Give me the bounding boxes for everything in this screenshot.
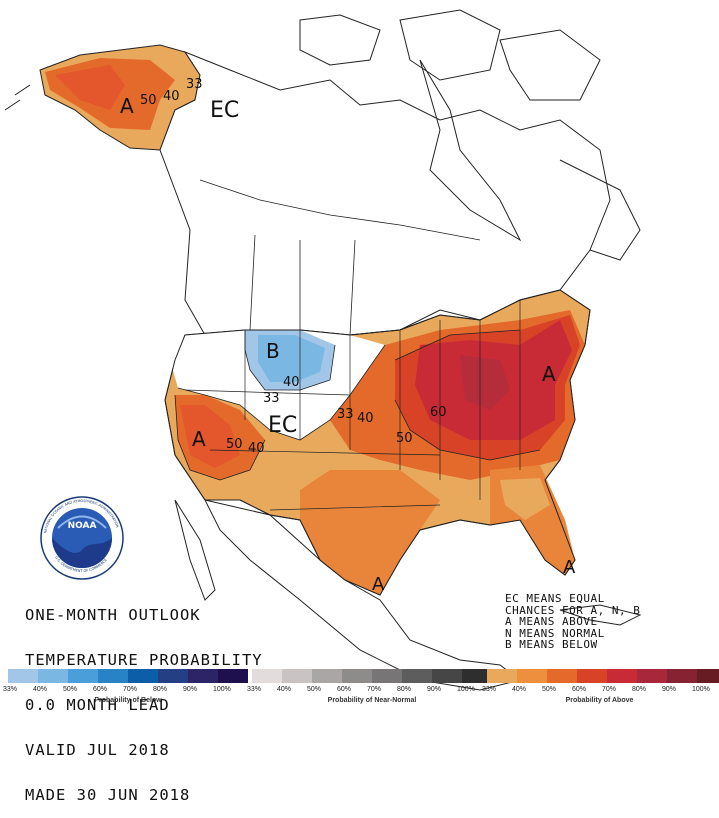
- legend-above-swatch: [667, 669, 697, 683]
- legend-above-swatch: [637, 669, 667, 683]
- contour-50-plains: 50: [396, 431, 413, 446]
- legend-above-swatch: [547, 669, 577, 683]
- legend-below-caption: Probability of Below: [94, 697, 162, 704]
- legend-below-swatch: [8, 669, 38, 683]
- legend-normal-tick: 70%: [367, 686, 382, 693]
- canada-region: [159, 9, 641, 336]
- label-ec-west: EC: [268, 413, 297, 438]
- legend-below-swatch: [218, 669, 248, 683]
- category-key: EC MEANS EQUAL CHANCES FOR A, N, B A MEA…: [505, 593, 640, 651]
- legend-above-tick: 50%: [542, 686, 557, 693]
- key-line-1: EC MEANS EQUAL: [505, 592, 605, 605]
- legend-below-tick: 100%: [213, 686, 231, 693]
- label-above-texas: A: [372, 574, 385, 595]
- key-line-2: CHANCES FOR A, N, B: [505, 603, 641, 617]
- legend-below-swatch: [98, 669, 128, 683]
- legend-above-caption: Probability of Above: [565, 697, 634, 704]
- legend-above-tick: 100%: [692, 686, 710, 693]
- outlook-map: EC EC A B A A A A 50 40 33 40 33 50 40 3…: [4, 9, 642, 691]
- legend-below-swatch: [38, 669, 68, 683]
- legend-above-tick: 40%: [512, 686, 527, 693]
- title-line-4: VALID JUL 2018: [25, 741, 170, 759]
- legend-normal-tick: 40%: [277, 686, 292, 693]
- legend-below-swatch: [68, 669, 98, 683]
- contour-40-alaska: 40: [163, 89, 180, 104]
- title-line-5: MADE 30 JUN 2018: [25, 786, 191, 804]
- contour-33-alaska: 33: [186, 77, 203, 92]
- legend-below-tick: 40%: [33, 686, 48, 693]
- legend-above-swatches: [487, 669, 719, 683]
- legend-above-tick: 60%: [572, 686, 587, 693]
- legend-below-ticks: 33% 40% 50% 60% 70% 80% 90% 100%: [3, 686, 243, 693]
- contour-40-plains: 40: [357, 411, 374, 426]
- legend-normal-ticks: 33% 40% 50% 60% 70% 80% 90% 100%: [247, 686, 487, 693]
- legend-normal-tick: 90%: [427, 686, 442, 693]
- legend-above-tick: 90%: [662, 686, 677, 693]
- label-above-alaska: A: [120, 94, 134, 118]
- legend-below-tick: 70%: [123, 686, 138, 693]
- key-line-5: B MEANS BELOW: [505, 638, 598, 651]
- legend-normal-tick: 50%: [307, 686, 322, 693]
- legend-normal-swatch: [312, 669, 342, 683]
- legend-below-tick: 90%: [183, 686, 198, 693]
- label-below-west: B: [266, 339, 280, 363]
- title-line-1: ONE-MONTH OUTLOOK: [25, 606, 201, 624]
- legend-below-swatch: [158, 669, 188, 683]
- label-ec-alaska: EC: [210, 98, 239, 123]
- legend-normal-tick: 60%: [337, 686, 352, 693]
- legend-below-tick: 80%: [153, 686, 168, 693]
- legend-normal-swatch: [342, 669, 372, 683]
- contour-50-sw: 50: [226, 437, 243, 452]
- legend-normal-swatches: [252, 669, 492, 683]
- legend-above-tick: 33%: [482, 686, 497, 693]
- legend-normal-swatch: [402, 669, 432, 683]
- legend-above-swatch: [517, 669, 547, 683]
- legend-normal-swatch: [252, 669, 282, 683]
- alaska-region: [4, 44, 201, 151]
- legend-above-swatch: [577, 669, 607, 683]
- legend-above-ticks: 33% 40% 50% 60% 70% 80% 90% 100%: [482, 686, 719, 693]
- legend-normal-tick: 33%: [247, 686, 262, 693]
- legend-normal-tick: 80%: [397, 686, 412, 693]
- conus-region: [164, 289, 591, 596]
- legend-below-tick: 60%: [93, 686, 108, 693]
- contour-33-below: 33: [263, 391, 280, 406]
- legend-above-swatch: [697, 669, 719, 683]
- contour-60-ne: 60: [430, 405, 447, 420]
- legend-normal-swatch: [462, 669, 492, 683]
- noaa-logo-text: NOAA: [68, 521, 97, 531]
- noaa-logo: NOAA NATIONAL OCEANIC AND ATMOSPHERIC AD…: [40, 496, 124, 580]
- key-line-4: N MEANS NORMAL: [505, 626, 605, 640]
- contour-40-below: 40: [283, 375, 300, 390]
- contour-33-plains: 33: [337, 407, 354, 422]
- legend-normal-swatch: [432, 669, 462, 683]
- contour-40-sw: 40: [248, 441, 265, 456]
- title-line-2: TEMPERATURE PROBABILITY: [25, 651, 263, 669]
- legend-above-swatch: [607, 669, 637, 683]
- legend-below-swatches: [8, 669, 248, 683]
- key-line-3: A MEANS ABOVE: [505, 615, 598, 628]
- legend-normal-tick: 100%: [457, 686, 475, 693]
- legend-below-swatch: [128, 669, 158, 683]
- label-above-sw: A: [192, 427, 206, 451]
- legend-above-tick: 70%: [602, 686, 617, 693]
- label-above-florida: A: [563, 557, 576, 578]
- legend-above-swatch: [487, 669, 517, 683]
- legend-below-swatch: [188, 669, 218, 683]
- legend-above-tick: 80%: [632, 686, 647, 693]
- label-above-ne: A: [542, 362, 556, 386]
- legend-normal-swatch: [282, 669, 312, 683]
- contour-50-alaska: 50: [140, 93, 157, 108]
- legend-normal-swatch: [372, 669, 402, 683]
- legend-below-tick: 50%: [63, 686, 78, 693]
- legend-normal-caption: Probability of Near-Normal: [327, 697, 417, 704]
- legend-below-tick: 33%: [3, 686, 18, 693]
